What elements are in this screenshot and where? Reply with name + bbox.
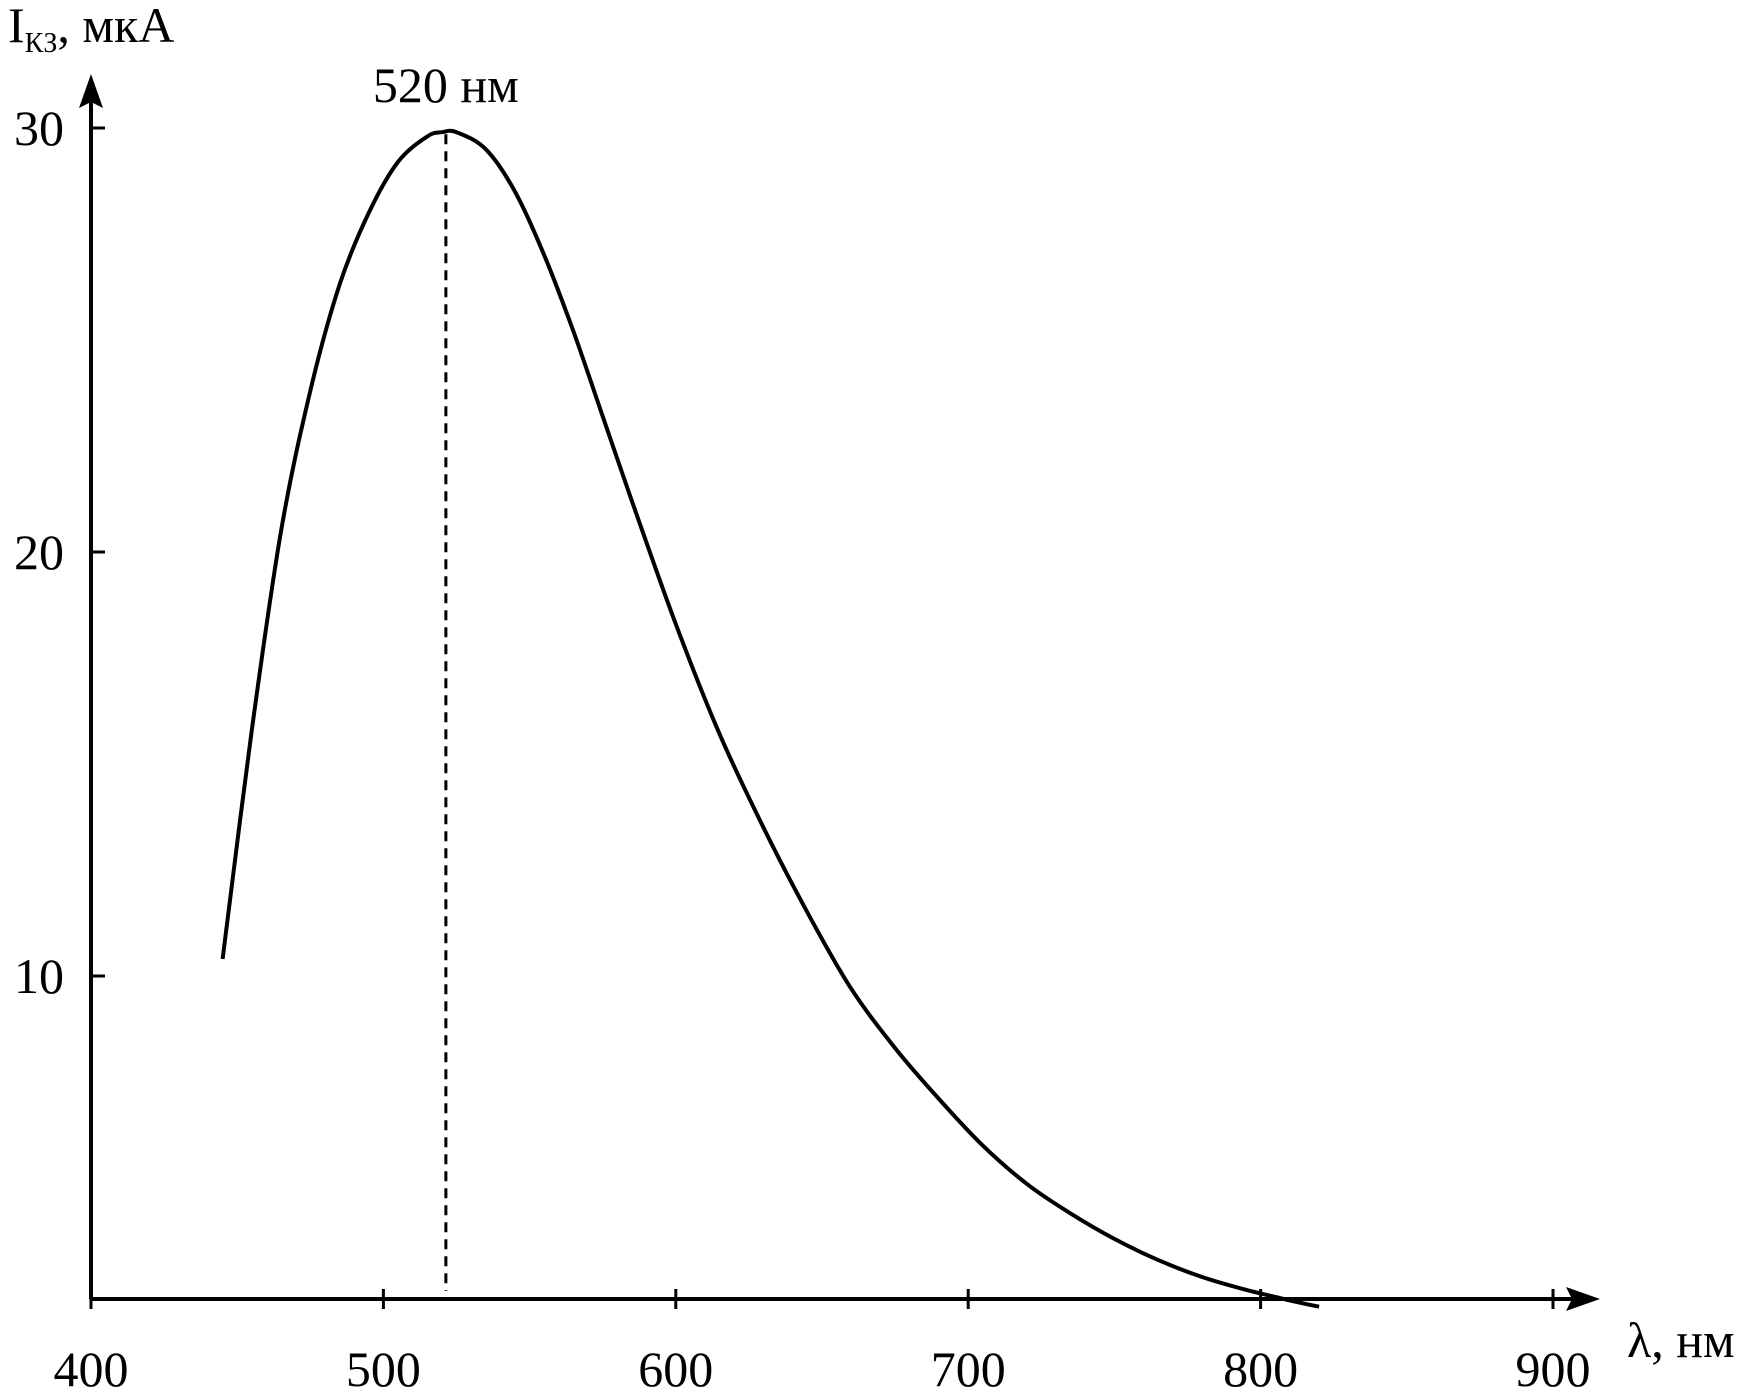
y-tick-label-30: 30 <box>14 100 64 156</box>
y-axis-title-subscript: КЗ <box>25 28 58 59</box>
x-tick-label-900: 900 <box>1516 1341 1591 1388</box>
axes <box>79 74 1600 1311</box>
series-line <box>220 128 1320 1309</box>
axis-ticks <box>89 126 1555 1309</box>
y-axis-title: IКЗ, мкА <box>8 0 174 59</box>
x-tick-label-600: 600 <box>638 1341 713 1388</box>
peak-annotation: 520 нм <box>373 57 519 1291</box>
x-tick-label-500: 500 <box>346 1341 421 1388</box>
series <box>220 128 1320 1309</box>
x-tick-label-400: 400 <box>54 1341 129 1388</box>
peak-label: 520 нм <box>373 57 519 113</box>
axis-tick-labels: 400 500 600 700 800 900 10 20 30 <box>14 100 1591 1388</box>
y-axis-title-main: I <box>8 0 25 53</box>
x-tick-label-800: 800 <box>1223 1341 1298 1388</box>
x-axis-arrowhead <box>1566 1287 1600 1311</box>
y-tick-label-10: 10 <box>14 948 64 1004</box>
y-axis-arrowhead <box>79 74 103 108</box>
y-axis-title-suffix: , мкА <box>57 0 174 53</box>
x-axis-title: λ, нм <box>1627 1312 1735 1368</box>
x-tick-label-700: 700 <box>931 1341 1006 1388</box>
y-tick-label-20: 20 <box>14 524 64 580</box>
